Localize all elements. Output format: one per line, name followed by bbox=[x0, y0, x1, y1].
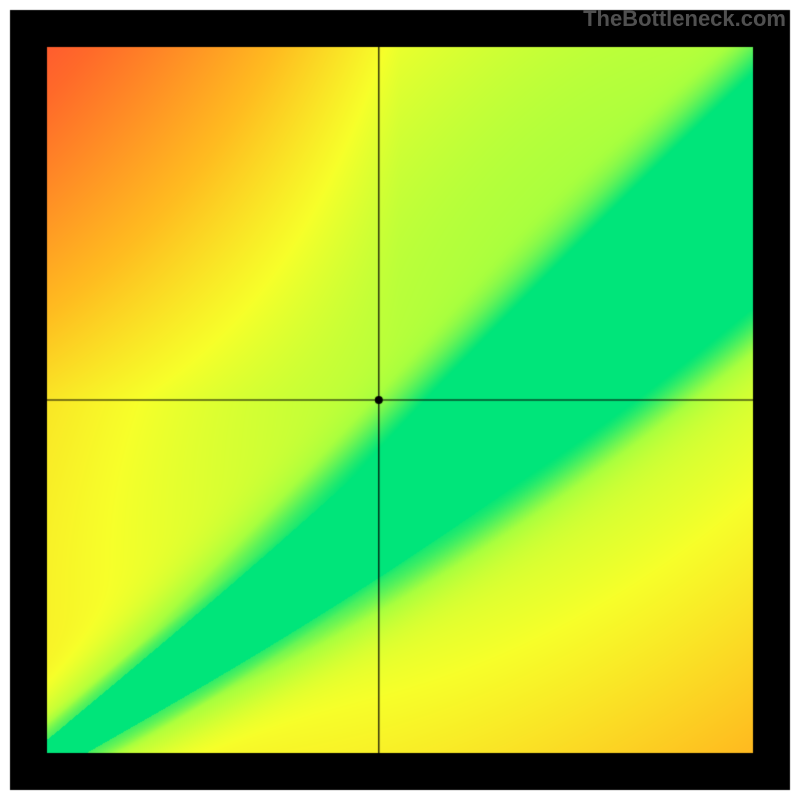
attribution-label: TheBottleneck.com bbox=[583, 6, 786, 32]
heatmap-chart: { "attribution": { "text": "TheBottlenec… bbox=[0, 0, 800, 800]
heatmap-canvas bbox=[0, 0, 800, 800]
